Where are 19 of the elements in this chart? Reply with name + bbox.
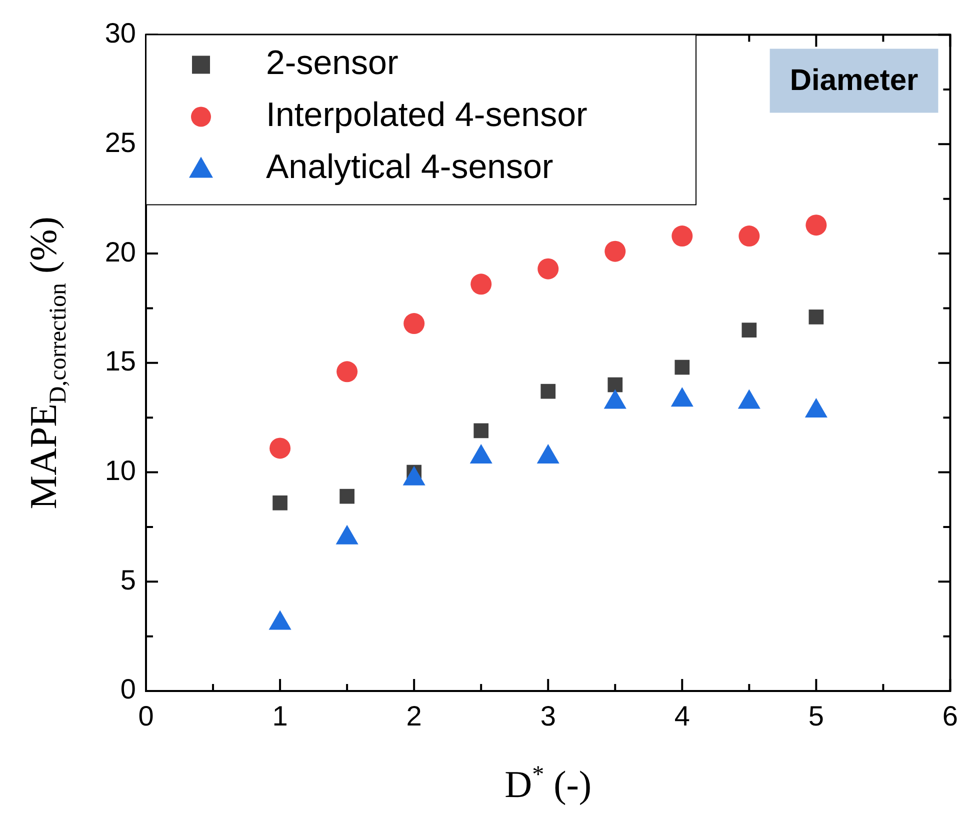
x-axis-title: D* (-)	[504, 762, 592, 806]
x-tick-label: 1	[272, 700, 288, 732]
x-tick-label: 3	[540, 700, 556, 732]
y-tick-label: 15	[104, 346, 136, 377]
x-tick-label: 4	[674, 700, 690, 732]
x-tick-label: 2	[406, 700, 422, 732]
y-axis-title: MAPED,correction (%)	[23, 216, 72, 510]
legend-label: Analytical 4-sensor	[266, 148, 554, 186]
annotation: Diameter	[790, 64, 919, 98]
y-tick-label: 5	[120, 564, 136, 596]
y-tick-label: 25	[104, 126, 136, 158]
legend-label: 2-sensor	[266, 44, 398, 82]
y-tick-label: 10	[104, 454, 136, 486]
y-tick-label: 20	[104, 236, 136, 268]
x-tick-label: 6	[942, 700, 958, 732]
y-tick-label: 0	[120, 674, 136, 705]
x-tick-label: 5	[808, 700, 824, 732]
y-tick-label: 30	[104, 18, 136, 49]
legend-label: Interpolated 4-sensor	[266, 96, 588, 134]
